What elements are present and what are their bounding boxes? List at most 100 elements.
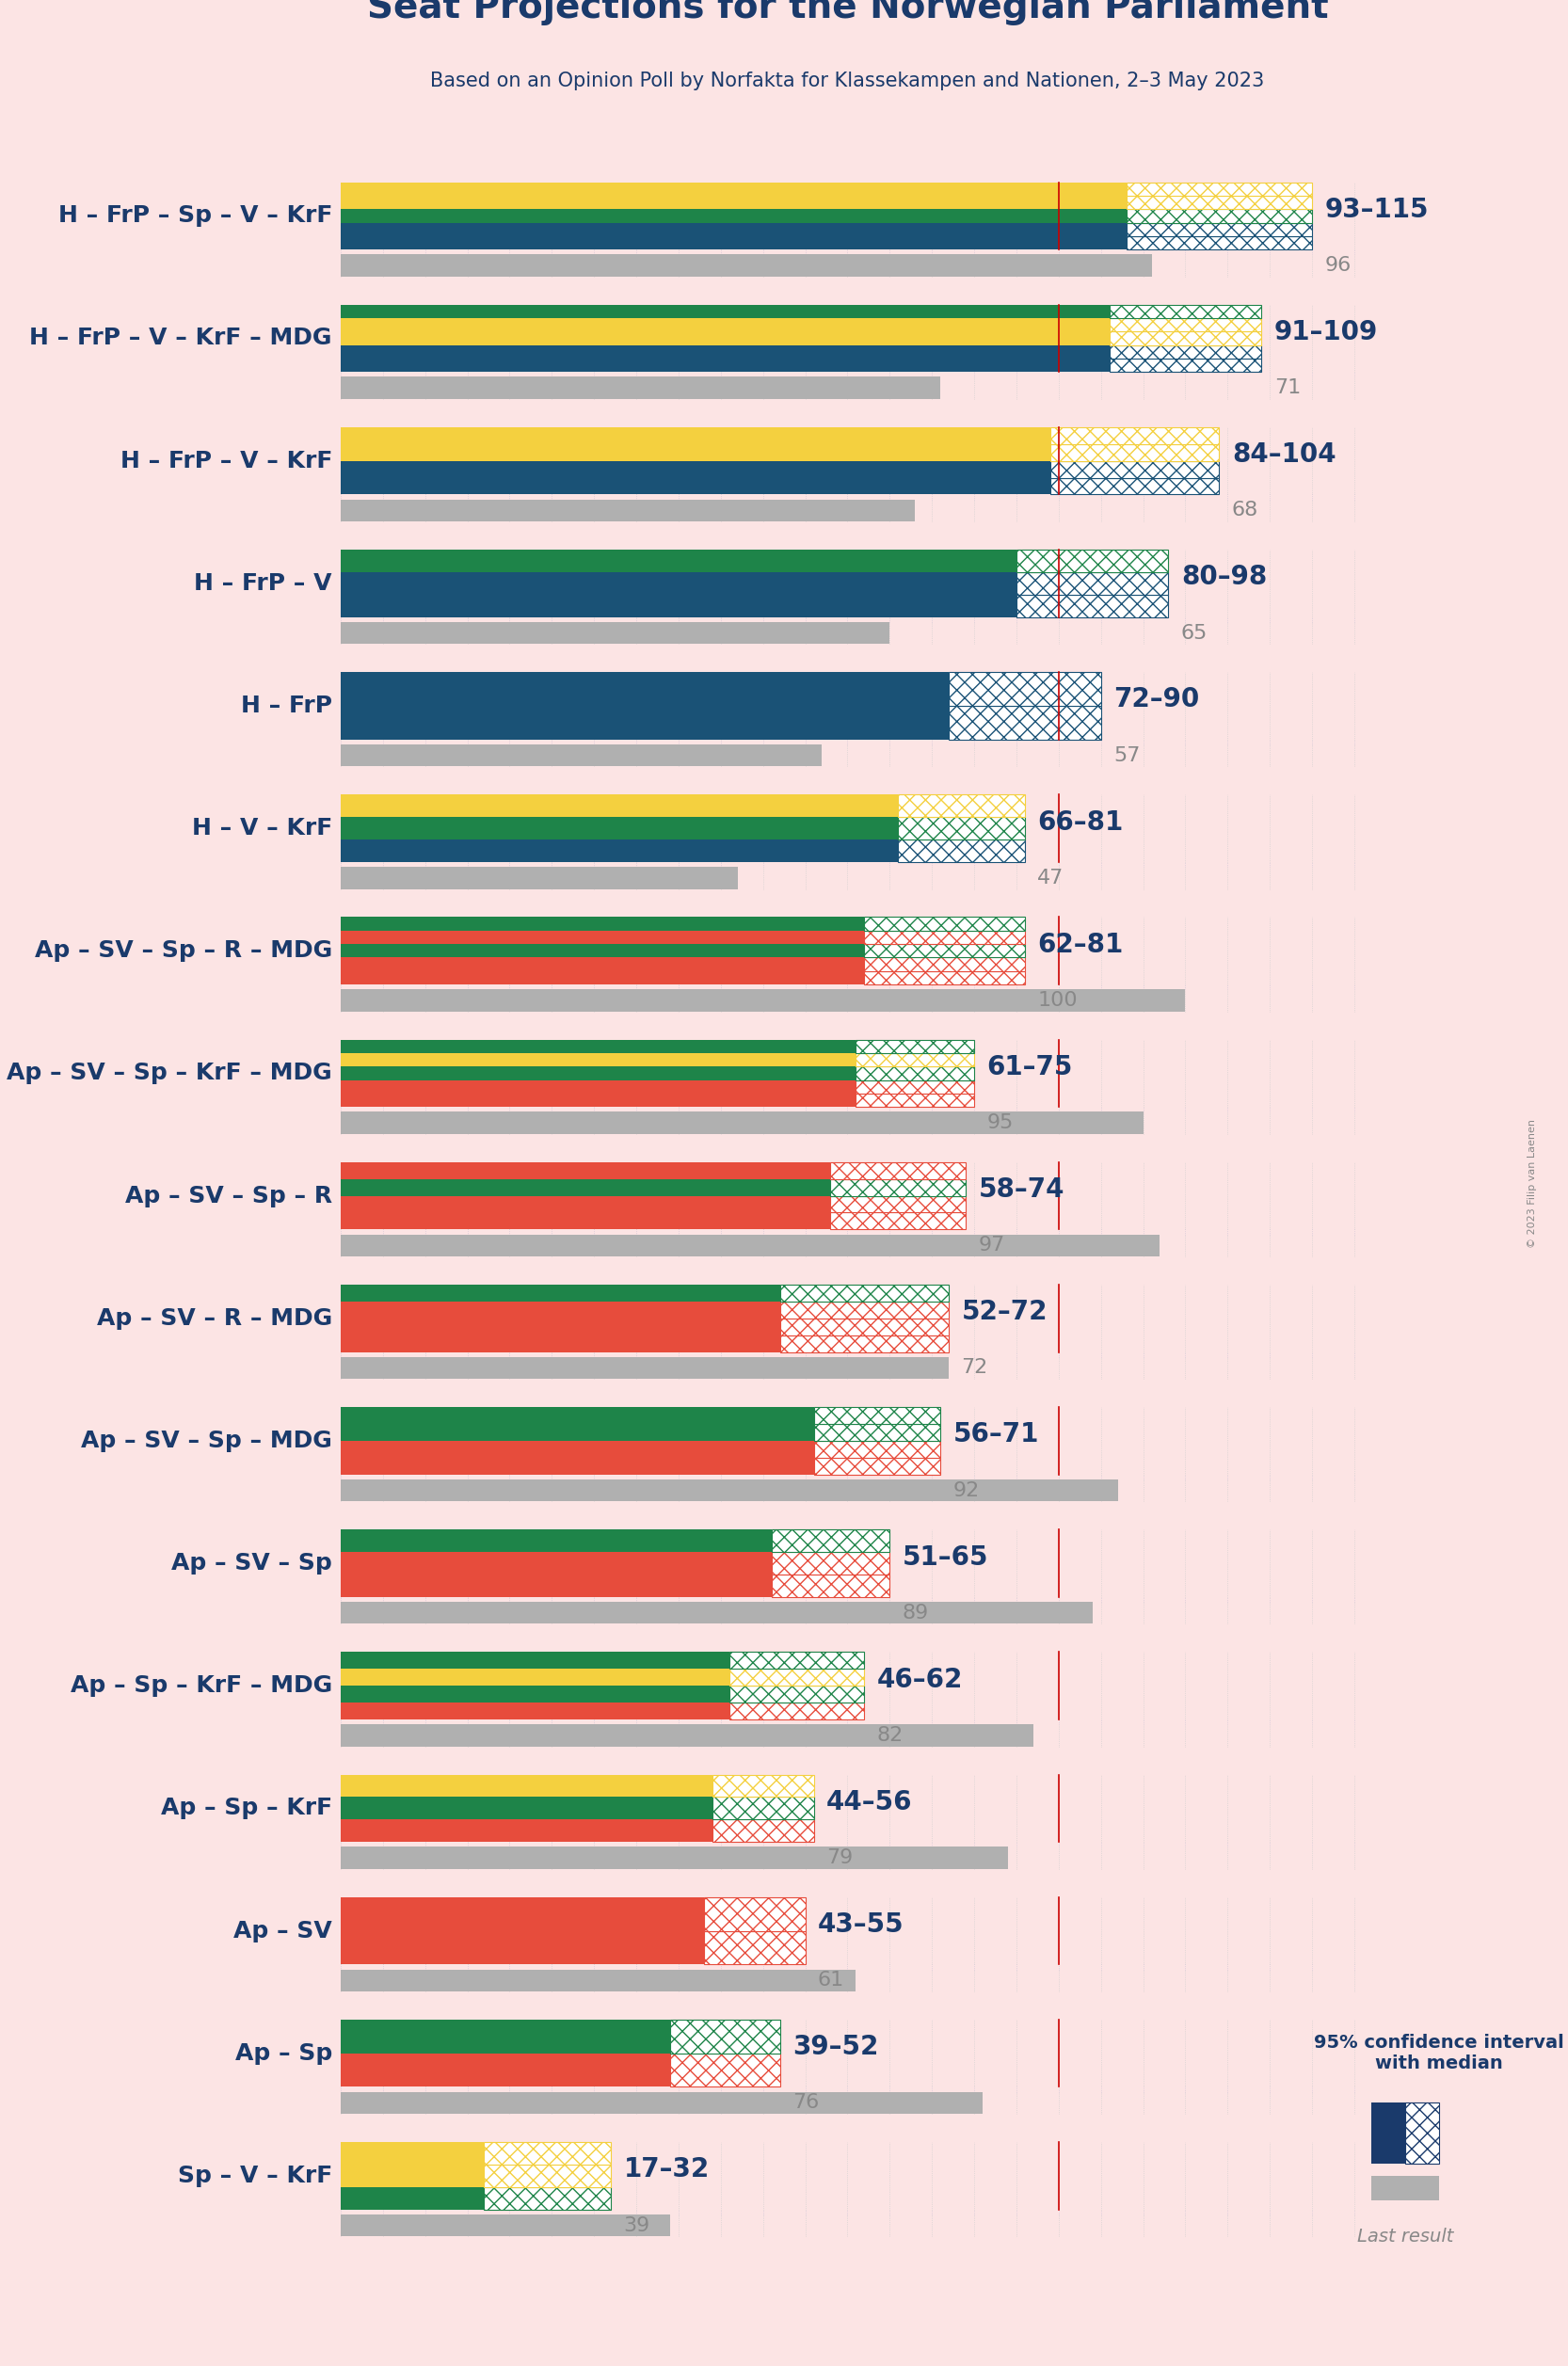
Bar <box>340 816 898 840</box>
Text: 95% confidence interval
with median: 95% confidence interval with median <box>1314 2035 1563 2073</box>
Bar <box>340 478 1051 494</box>
Bar <box>485 2165 612 2186</box>
Bar <box>340 445 1051 461</box>
Text: 61–75: 61–75 <box>986 1053 1073 1081</box>
Text: 72–90: 72–90 <box>1113 686 1200 712</box>
Bar <box>340 1356 949 1379</box>
Bar <box>340 1178 831 1195</box>
Bar <box>670 2054 779 2087</box>
Text: Ap – Sp – KrF: Ap – Sp – KrF <box>162 1796 332 1819</box>
Bar <box>485 2141 612 2165</box>
Text: 66–81: 66–81 <box>1038 809 1123 835</box>
Bar <box>340 1053 856 1067</box>
Bar <box>340 1093 856 1107</box>
Bar <box>1016 594 1168 618</box>
Bar <box>340 1424 814 1441</box>
Bar <box>814 1441 941 1457</box>
Bar <box>1109 331 1261 345</box>
Text: 89: 89 <box>902 1604 928 1623</box>
Bar <box>771 1528 889 1552</box>
Bar <box>771 1573 889 1597</box>
Bar <box>340 944 864 958</box>
Bar <box>340 1195 831 1214</box>
Text: Seat Projections for the Norwegian Parliament: Seat Projections for the Norwegian Parli… <box>367 0 1328 26</box>
Bar <box>814 1424 941 1441</box>
Bar <box>729 1685 864 1704</box>
Text: Ap – SV: Ap – SV <box>234 1919 332 1942</box>
Bar <box>340 2092 983 2113</box>
Bar <box>898 840 1025 861</box>
Bar <box>856 1079 974 1093</box>
Text: 52–72: 52–72 <box>961 1299 1047 1325</box>
Bar <box>340 1552 771 1573</box>
Bar <box>856 1053 974 1067</box>
Bar <box>814 1457 941 1474</box>
Bar <box>340 1079 856 1093</box>
Bar <box>340 345 1109 360</box>
Bar <box>949 672 1101 705</box>
Text: 100: 100 <box>1038 991 1077 1010</box>
Bar <box>340 1457 814 1474</box>
Text: 47: 47 <box>1038 868 1065 887</box>
Text: 56–71: 56–71 <box>953 1422 1040 1448</box>
Bar <box>779 1301 949 1318</box>
Bar <box>340 376 941 400</box>
Text: Based on an Opinion Poll by Norfakta for Klassekampen and Nationen, 2–3 May 2023: Based on an Opinion Poll by Norfakta for… <box>430 71 1264 90</box>
Bar <box>340 549 1016 573</box>
Text: 92: 92 <box>953 1481 980 1500</box>
Text: H – FrP: H – FrP <box>241 696 332 717</box>
Bar <box>340 360 1109 371</box>
Text: 68: 68 <box>1232 502 1259 521</box>
Bar <box>729 1651 864 1668</box>
Bar <box>864 930 1025 944</box>
Text: 95: 95 <box>986 1114 1013 1133</box>
Bar <box>1126 222 1312 237</box>
Bar <box>340 1214 831 1230</box>
Bar <box>704 1898 806 1931</box>
Bar <box>1051 445 1218 461</box>
Bar <box>1405 2103 1439 2163</box>
Bar <box>340 705 949 741</box>
Bar <box>340 958 864 970</box>
Bar <box>340 182 1126 196</box>
Bar <box>712 1819 814 1843</box>
Bar <box>864 958 1025 970</box>
Text: 97: 97 <box>978 1235 1005 1254</box>
Bar <box>340 256 1151 277</box>
Bar <box>856 1093 974 1107</box>
Text: 91–109: 91–109 <box>1275 319 1378 345</box>
Bar <box>485 2186 612 2210</box>
Text: 84–104: 84–104 <box>1232 442 1336 468</box>
Text: 44–56: 44–56 <box>826 1789 913 1815</box>
Text: 61: 61 <box>818 1971 845 1990</box>
Bar <box>1370 2103 1439 2163</box>
Text: 96: 96 <box>1325 256 1352 274</box>
Text: Ap – SV – Sp: Ap – SV – Sp <box>171 1552 332 1573</box>
Text: 62–81: 62–81 <box>1038 932 1123 958</box>
Text: 76: 76 <box>792 2094 818 2113</box>
Bar <box>340 1651 729 1668</box>
Bar <box>340 1668 729 1685</box>
Bar <box>340 428 1051 445</box>
Bar <box>340 970 864 984</box>
Bar <box>1109 345 1261 360</box>
Bar <box>340 331 1109 345</box>
Text: 17–32: 17–32 <box>624 2155 709 2184</box>
Bar <box>340 2141 485 2165</box>
Bar <box>340 2215 670 2236</box>
Bar <box>340 499 916 521</box>
Bar <box>340 1969 856 1992</box>
Bar <box>340 196 1126 208</box>
Bar <box>1126 182 1312 196</box>
Bar <box>340 1819 712 1843</box>
Text: Ap – SV – Sp – KrF – MDG: Ap – SV – Sp – KrF – MDG <box>6 1062 332 1084</box>
Bar <box>340 1334 779 1351</box>
Bar <box>340 1898 704 1931</box>
Text: 71: 71 <box>1275 379 1300 397</box>
Text: 82: 82 <box>877 1725 903 1744</box>
Bar <box>831 1162 966 1178</box>
Bar <box>340 918 864 930</box>
Bar <box>1051 461 1218 478</box>
Bar <box>340 1685 729 1704</box>
Text: 72: 72 <box>961 1358 988 1377</box>
